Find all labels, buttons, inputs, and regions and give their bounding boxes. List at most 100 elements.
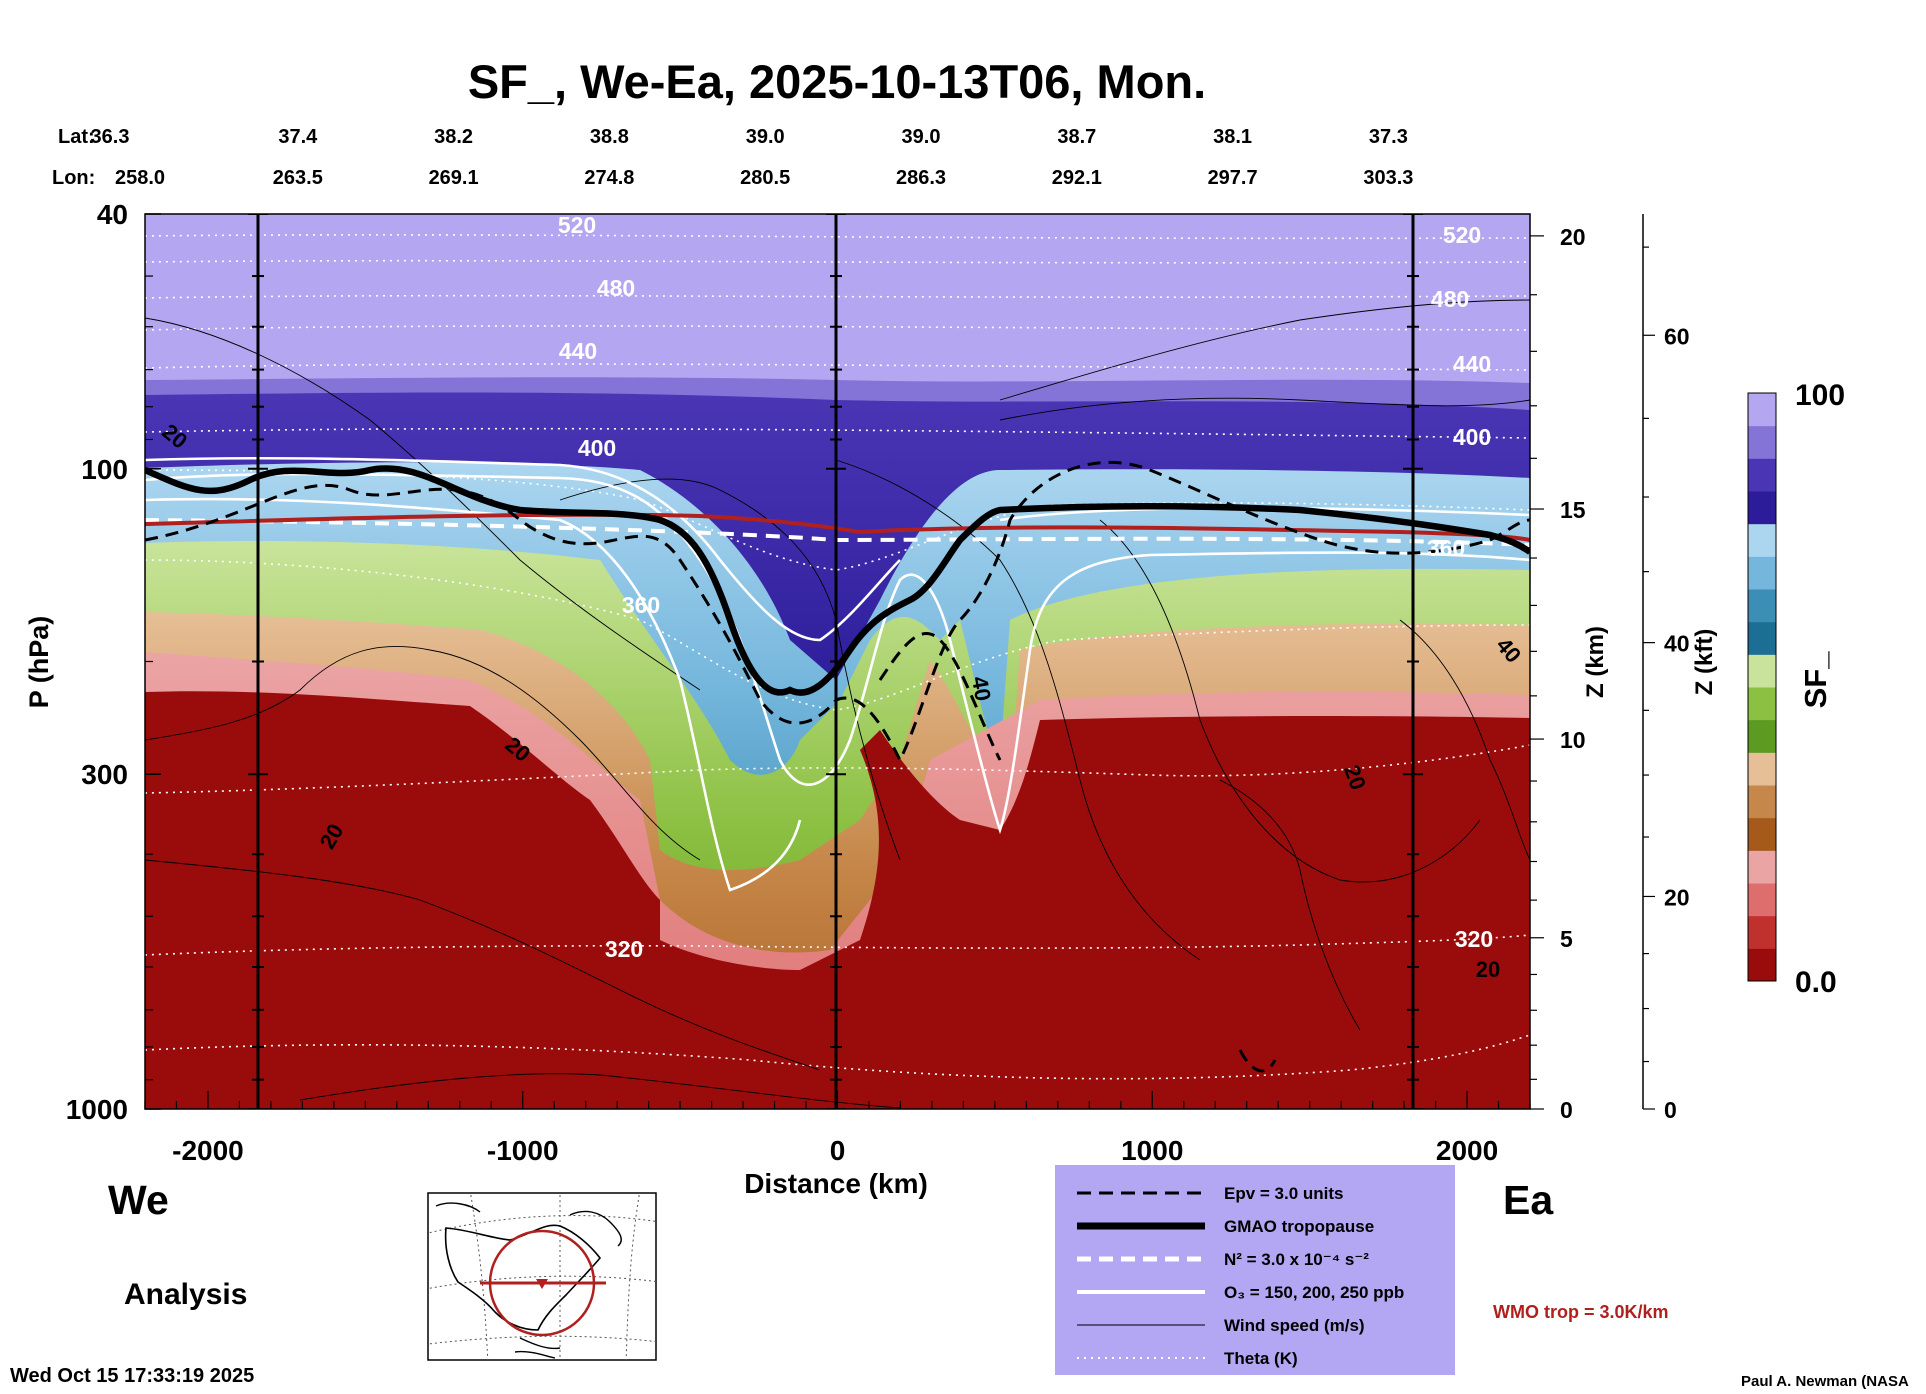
- lon-value: 297.7: [1208, 167, 1258, 189]
- legend-label: Wind speed (m/s): [1224, 1316, 1365, 1335]
- colorbar-swatch: [1748, 458, 1776, 492]
- gmao-tropopause-line: [145, 465, 1530, 696]
- x-tick-label: 1000: [1121, 1135, 1183, 1166]
- z-km-axis: 0 5 10 15 20: [1530, 224, 1586, 1123]
- east-label: Ea: [1503, 1177, 1554, 1223]
- theta-label: 360: [622, 592, 660, 618]
- colorbar-swatch: [1748, 948, 1776, 982]
- colorbar-swatch: [1748, 621, 1776, 655]
- colorbar-max-label: 100: [1795, 379, 1845, 412]
- colorbar-swatch: [1748, 785, 1776, 819]
- z-km-tick-label: 15: [1560, 497, 1586, 523]
- z-km-tick-label: 0: [1560, 1097, 1573, 1123]
- y-tick-label: 40: [97, 199, 128, 230]
- z-km-tick-label: 20: [1560, 224, 1586, 250]
- wmo-tropopause-line: [145, 512, 1530, 542]
- colorbar-swatch: [1748, 556, 1776, 590]
- legend-label: Epv = 3.0 units: [1224, 1184, 1344, 1203]
- lat-value: 37.4: [278, 126, 318, 148]
- z-kft-tick-label: 20: [1664, 884, 1690, 910]
- colorbar-min-label: 0.0: [1795, 966, 1837, 999]
- colorbar-swatch: [1748, 719, 1776, 753]
- colorbar-swatch: [1748, 393, 1776, 427]
- z-km-tick-label: 10: [1560, 727, 1586, 753]
- z-kft-axis: 0 20 40 60: [1643, 246, 1690, 1123]
- reference-line-ticks: [248, 214, 1423, 1109]
- theta-label: 320: [1455, 926, 1493, 952]
- legend-box: [1055, 1165, 1455, 1375]
- lat-value: 39.0: [746, 126, 785, 148]
- colorbar-swatch: [1748, 491, 1776, 525]
- colorbar-swatch: [1748, 654, 1776, 688]
- theta-label: 520: [1443, 222, 1481, 248]
- timestamp: Wed Oct 15 17:33:19 2025: [10, 1365, 254, 1387]
- theta-label: 440: [1453, 351, 1491, 377]
- lon-value: 286.3: [896, 167, 946, 189]
- x-tick-label: 2000: [1436, 1135, 1498, 1166]
- lat-value: 36.3: [91, 126, 130, 148]
- theta-label: 480: [597, 275, 635, 301]
- chart-title: SF_, We-Ea, 2025-10-13T06, Mon.: [468, 55, 1206, 108]
- z-kft-tick-label: 0: [1664, 1097, 1677, 1123]
- plot-area: [145, 214, 1530, 1109]
- lat-value: 37.3: [1369, 126, 1408, 148]
- credit: Paul A. Newman (NASA: [1741, 1373, 1909, 1390]
- lon-value: 280.5: [740, 167, 790, 189]
- theta-contours: [145, 234, 1530, 1080]
- theta-label: 440: [559, 338, 597, 364]
- lat-value: 39.0: [902, 126, 941, 148]
- lon-value: 269.1: [429, 167, 479, 189]
- x-tick-label: -2000: [172, 1135, 244, 1166]
- z-km-tick-label: 5: [1560, 926, 1573, 952]
- y-tick-label: 100: [81, 454, 128, 485]
- lat-value: 38.2: [434, 126, 473, 148]
- lat-value: 38.7: [1057, 126, 1096, 148]
- inset-map: [427, 1192, 657, 1361]
- y-tick-label: 300: [81, 759, 128, 790]
- colorbar-swatch: [1748, 523, 1776, 557]
- colorbar: [1748, 393, 1776, 982]
- wind-label: 40: [967, 674, 996, 702]
- lon-value: 292.1: [1052, 167, 1102, 189]
- x-tick-label: 0: [830, 1135, 846, 1166]
- analysis-label: Analysis: [124, 1278, 247, 1311]
- colorbar-swatch: [1748, 752, 1776, 786]
- theta-label: 400: [578, 435, 616, 461]
- theta-label: 400: [1453, 424, 1491, 450]
- z-kft-tick-label: 60: [1664, 323, 1690, 349]
- legend-label: N² = 3.0 x 10⁻⁴ s⁻²: [1224, 1250, 1369, 1269]
- legend-label: Theta (K): [1224, 1349, 1298, 1368]
- theta-label: 360: [1427, 535, 1465, 561]
- dark-red-fill: [145, 691, 1530, 1109]
- x-axis-label: Distance (km): [744, 1168, 928, 1199]
- x-axis: -2000 -1000 0 1000 2000: [144, 1091, 1531, 1166]
- colorbar-swatch: [1748, 817, 1776, 851]
- legend-label: GMAO tropopause: [1224, 1217, 1374, 1236]
- wmo-note: WMO trop = 3.0K/km: [1493, 1302, 1669, 1322]
- legend-label: O₃ = 150, 200, 250 ppb: [1224, 1283, 1404, 1302]
- y-tick-label: 1000: [66, 1094, 128, 1125]
- colorbar-swatch: [1748, 589, 1776, 623]
- west-label: We: [108, 1177, 169, 1223]
- z-km-axis-label: Z (km): [1582, 626, 1609, 698]
- legend: Epv = 3.0 units GMAO tropopause N² = 3.0 x…: [1055, 1165, 1455, 1375]
- lon-value: 274.8: [584, 167, 634, 189]
- lon-label: Lon:: [52, 167, 95, 189]
- theta-label: 320: [605, 936, 643, 962]
- z-kft-axis-label: Z (kft): [1691, 629, 1718, 696]
- y-axis-label: P (hPa): [24, 616, 54, 709]
- lat-lon-header: Lat: Lon: 36.3 37.4 38.2 38.8 39.0 39.0 38.7 38…: [52, 126, 1413, 189]
- z-kft-tick-label: 40: [1664, 631, 1690, 657]
- wind-label: 20: [1476, 957, 1500, 982]
- lat-value: 38.1: [1213, 126, 1252, 148]
- colorbar-frame: [1747, 392, 1777, 982]
- lon-value: 258.0: [115, 167, 165, 189]
- lon-value: 303.3: [1363, 167, 1413, 189]
- y-axis: 40 100 300 1000: [66, 199, 161, 1125]
- colorbar-swatch: [1748, 850, 1776, 884]
- theta-labels: 520 520 480 480 440 440 400 400 360 360 320 320: [558, 212, 1493, 962]
- colorbar-title: SF_: [1798, 651, 1833, 709]
- theta-label: 480: [1431, 286, 1469, 312]
- lat-value: 38.8: [590, 126, 629, 148]
